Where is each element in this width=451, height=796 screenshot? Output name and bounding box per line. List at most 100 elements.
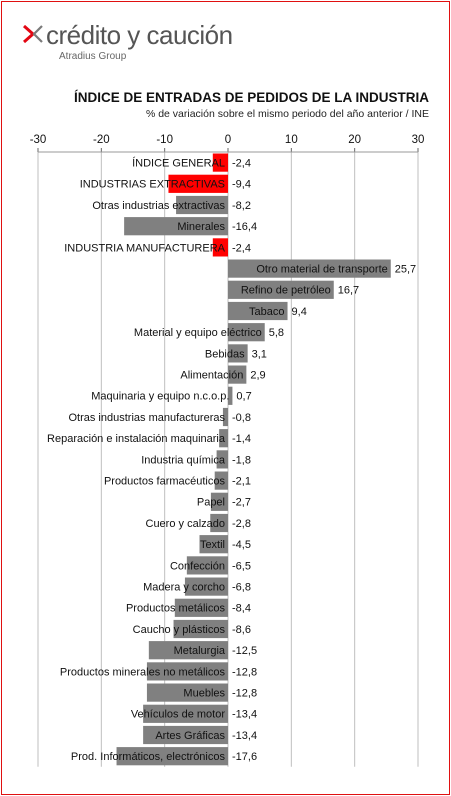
bar <box>146 683 228 702</box>
chart-title: ÍNDICE DE ENTRADAS DE PEDIDOS DE LA INDU… <box>73 90 429 105</box>
category-label: Tabaco <box>249 306 284 318</box>
bar <box>210 492 228 511</box>
category-label: Otro material de transporte <box>256 264 387 276</box>
category-label: Vehículos de motor <box>131 709 226 721</box>
bar <box>116 747 228 766</box>
category-label: ÍNDICE GENERAL <box>132 157 225 170</box>
bar <box>124 217 228 236</box>
category-label: INDUSTRIA MANUFACTURERA <box>64 242 225 254</box>
data-label: -2,1 <box>232 476 251 488</box>
bar <box>228 365 247 384</box>
x-tick-label: -30 <box>30 134 47 146</box>
bar <box>210 513 228 533</box>
bar <box>214 471 228 490</box>
bar <box>174 598 228 617</box>
category-label: Productos metálicos <box>126 603 226 615</box>
data-label: -0,8 <box>232 412 251 424</box>
bar <box>222 407 228 427</box>
chart-subtitle: % de variación sobre el mismo periodo de… <box>145 108 429 120</box>
category-label: Papel <box>197 497 225 509</box>
bar <box>143 725 228 745</box>
data-label: -12,5 <box>232 645 257 657</box>
category-label: Productos farmacéuticos <box>104 476 226 488</box>
brand-group: Atradius Group <box>59 51 127 62</box>
category-label: Alimentación <box>180 370 243 382</box>
brand-name: crédito y caución <box>46 20 233 50</box>
bar <box>228 323 265 342</box>
data-label: 9,4 <box>292 306 307 318</box>
category-label: Textil <box>200 539 225 551</box>
data-label: -8,6 <box>232 624 251 636</box>
bar <box>228 386 233 405</box>
data-label: -4,5 <box>232 539 251 551</box>
bar <box>212 153 228 172</box>
x-tick-label: 0 <box>225 134 231 146</box>
category-label: Confección <box>170 560 225 572</box>
data-label: -1,4 <box>232 433 251 445</box>
data-label: 2,9 <box>250 370 265 382</box>
x-tick-label: 10 <box>285 134 298 146</box>
data-label: 16,7 <box>338 285 359 297</box>
bar <box>228 259 391 278</box>
data-label: -9,4 <box>232 179 251 191</box>
bar <box>146 662 228 681</box>
category-label: Madera y corcho <box>143 582 225 594</box>
bar <box>228 344 248 363</box>
data-label: 0,7 <box>236 391 251 403</box>
bar <box>184 577 228 596</box>
category-label: Cuero y calzado <box>146 518 226 530</box>
data-label: -13,4 <box>232 730 257 742</box>
data-label: 5,8 <box>269 327 284 339</box>
x-tick-label: -20 <box>93 134 110 146</box>
category-label: Productos minerales no metálicos <box>60 666 226 678</box>
category-label: Otras industrias extractivas <box>92 200 225 212</box>
category-label: Refino de petróleo <box>241 285 331 297</box>
category-label: Bebidas <box>205 348 245 360</box>
category-label: Otras industrias manufactureras <box>68 412 225 424</box>
bar <box>148 641 228 660</box>
x-tick-label: -10 <box>156 134 173 146</box>
data-label: 25,7 <box>395 264 416 276</box>
data-label: -2,4 <box>232 158 251 170</box>
category-label: Prod. Informáticos, electrónicos <box>71 751 226 763</box>
data-label: -13,4 <box>232 709 257 721</box>
bar <box>168 174 228 193</box>
x-tick-label: 30 <box>412 134 425 146</box>
data-label: -8,4 <box>232 603 251 615</box>
chevron-logo-icon <box>23 24 43 44</box>
category-label: Muebles <box>183 688 225 700</box>
data-label: -12,8 <box>232 666 257 678</box>
category-label: Industria química <box>141 454 226 466</box>
data-label: -2,7 <box>232 497 251 509</box>
bar <box>228 301 288 321</box>
bar <box>199 535 228 554</box>
data-label: -12,8 <box>232 688 257 700</box>
category-label: Material y equipo eléctrico <box>134 327 262 339</box>
category-label: Metalurgia <box>174 645 226 657</box>
data-label: -16,4 <box>232 221 257 233</box>
bar <box>143 704 228 723</box>
data-label: -8,2 <box>232 200 251 212</box>
data-label: -6,5 <box>232 560 251 572</box>
data-label: -6,8 <box>232 582 251 594</box>
data-label: -2,4 <box>232 242 251 254</box>
bar <box>219 429 228 448</box>
bar <box>216 450 228 469</box>
data-label: 3,1 <box>252 348 267 360</box>
category-label: Artes Gráficas <box>155 730 225 742</box>
bar <box>173 619 228 639</box>
category-label: Minerales <box>177 221 225 233</box>
data-label: -17,6 <box>232 751 257 763</box>
x-tick-label: 20 <box>348 134 361 146</box>
data-label: -1,8 <box>232 454 251 466</box>
category-label: Reparación e instalación maquinaria <box>47 433 226 445</box>
bar <box>228 280 334 299</box>
bar <box>176 195 228 215</box>
category-label: INDUSTRIAS EXTRACTIVAS <box>80 179 225 191</box>
data-label: -2,8 <box>232 518 251 530</box>
category-label: Caucho y plásticos <box>133 624 226 636</box>
bar <box>212 238 228 257</box>
category-label: Maquinaria y equipo n.c.o.p. <box>91 391 229 403</box>
